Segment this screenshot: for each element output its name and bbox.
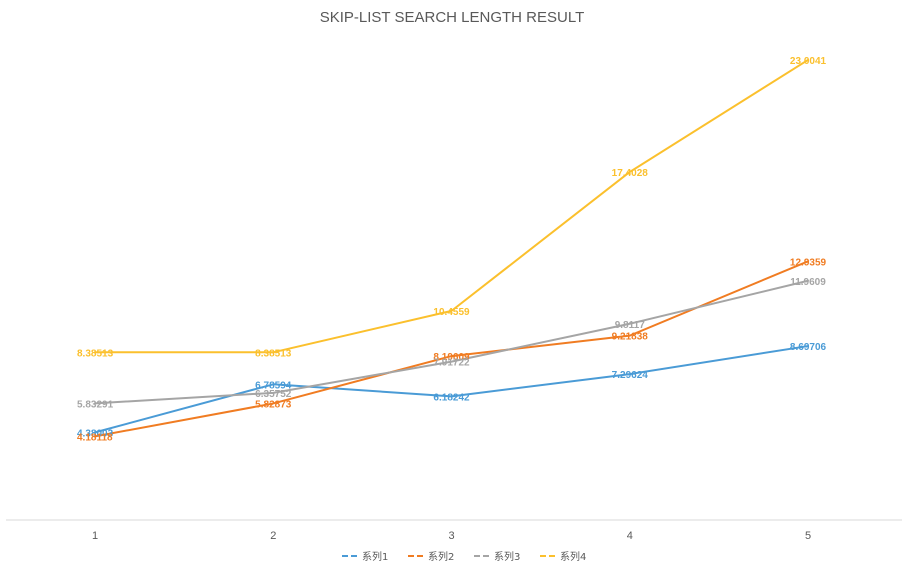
data-label-s1-p3: 6.18242	[433, 392, 470, 403]
legend-label: 系列3	[494, 550, 520, 563]
legend-label: 系列4	[560, 550, 586, 563]
legend-label: 系列1	[362, 550, 388, 563]
data-label-s4-p3: 10.4559	[433, 307, 470, 318]
data-label-s4-p1: 8.38513	[77, 348, 114, 359]
x-tick-label: 4	[627, 530, 633, 542]
x-tick-label: 5	[805, 530, 811, 542]
legend-item-series-2[interactable]: 系列2	[408, 550, 454, 563]
chart-title: SKIP-LIST SEARCH LENGTH RESULT	[320, 9, 585, 26]
series-line-3	[94, 279, 809, 405]
x-tick-labels: 1 2 3 4 5	[92, 530, 811, 542]
data-label-s2-p4: 9.21838	[612, 332, 649, 343]
data-label-s2-p5: 12.9359	[790, 257, 827, 268]
data-label-s2-p3: 8.19609	[433, 352, 470, 363]
data-label-s2-p1: 4.18118	[77, 432, 113, 443]
data-label-s2-p2: 5.82873	[255, 399, 292, 410]
series-line-2	[94, 260, 809, 438]
data-label-s4-p4: 17.4028	[612, 168, 649, 179]
data-label-s1-p4: 7.29624	[612, 370, 649, 381]
data-label-s1-p1: 4.38003	[77, 428, 114, 439]
data-label-s4-p5: 23.0041	[790, 56, 827, 67]
series-lines	[94, 58, 809, 438]
data-label-s4-p2: 8.38513	[255, 348, 292, 359]
legend-item-series-1[interactable]: 系列1	[342, 550, 388, 563]
data-label-s1-p2: 6.78594	[255, 380, 292, 391]
data-label-s3-p2: 6.35752	[255, 389, 292, 400]
legend[interactable]: 系列1 系列2 系列3 系列4	[342, 550, 586, 563]
data-label-s3-p4: 9.8117	[615, 320, 645, 331]
data-label-s3-p5: 11.9609	[790, 277, 826, 288]
data-label-s3-p1: 5.83291	[77, 399, 114, 410]
x-tick-label: 3	[448, 530, 454, 542]
data-labels: 4.38003 6.78594 6.18242 7.29624 8.69706 4.181…	[77, 56, 827, 443]
data-label-s3-p3: 7.91722	[433, 358, 470, 369]
x-tick-label: 1	[92, 530, 98, 542]
series-line-4	[94, 58, 809, 354]
legend-item-series-4[interactable]: 系列4	[540, 550, 586, 563]
legend-label: 系列2	[428, 550, 454, 563]
series-line-1	[94, 345, 809, 434]
x-tick-label: 2	[270, 530, 276, 542]
legend-item-series-3[interactable]: 系列3	[474, 550, 520, 563]
data-label-s1-p5: 8.69706	[790, 342, 827, 353]
